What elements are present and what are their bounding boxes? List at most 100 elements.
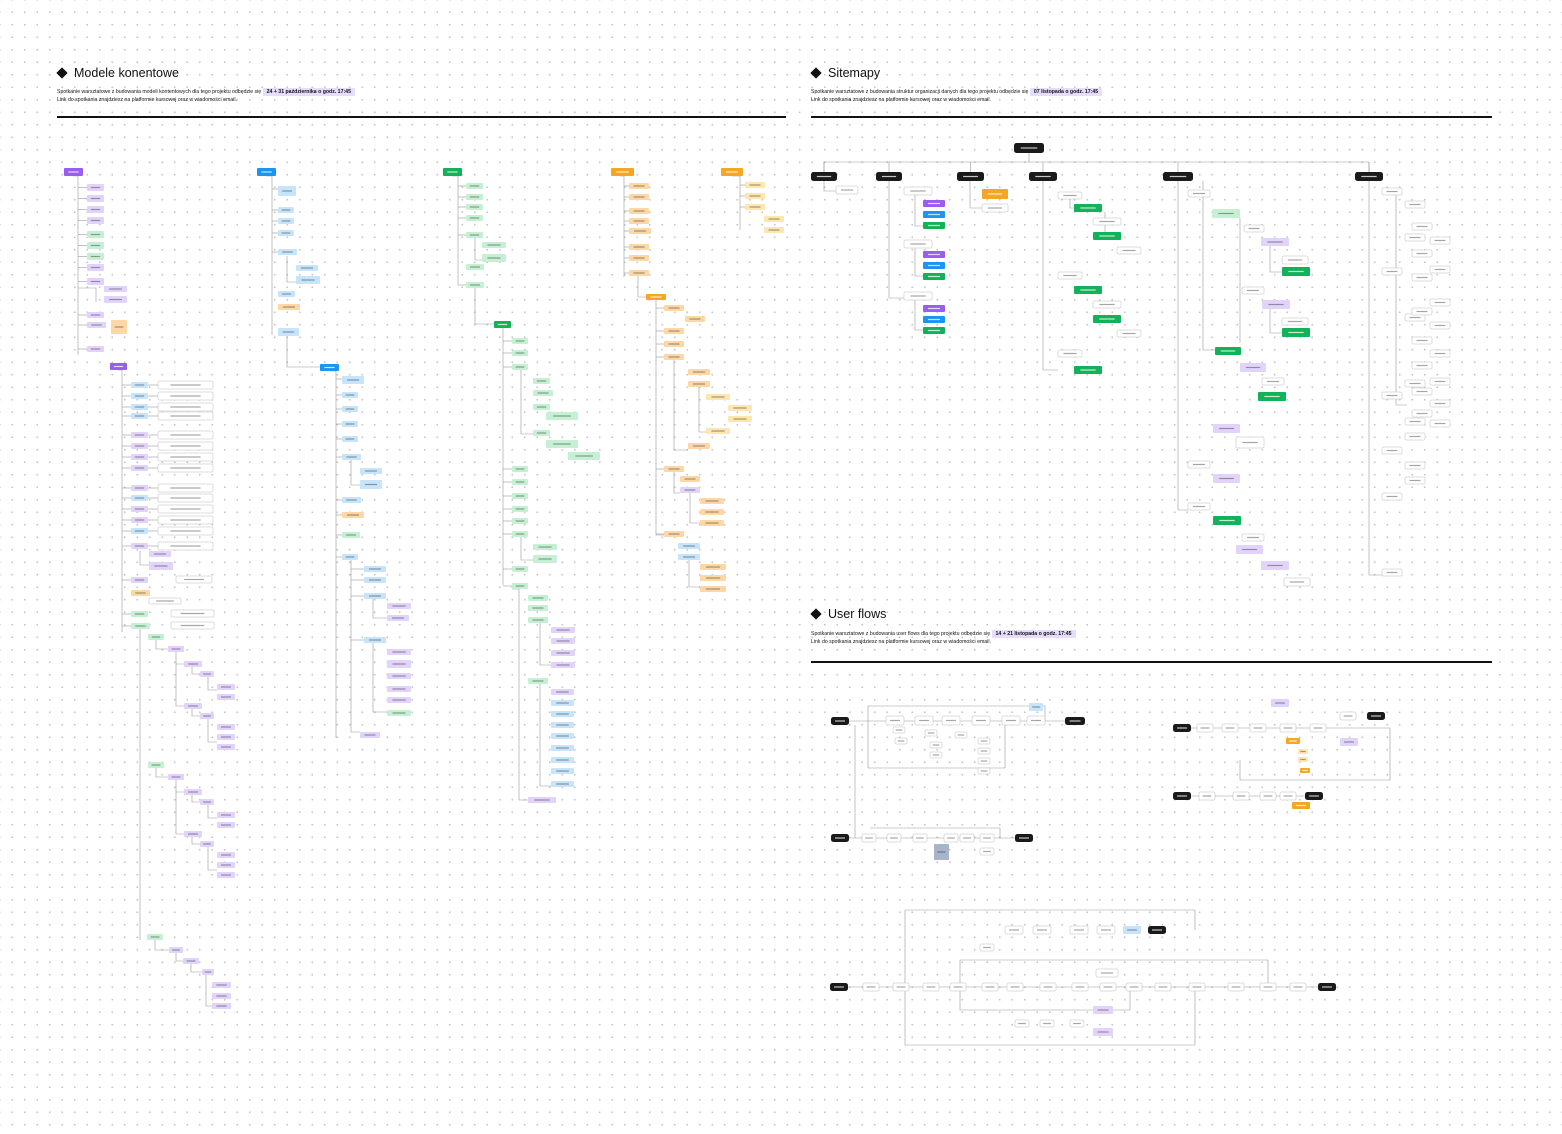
diagram-node[interactable] (131, 432, 148, 438)
diagram-node[interactable] (342, 392, 358, 398)
diagram-node[interactable] (1298, 749, 1308, 754)
diagram-node[interactable] (131, 443, 148, 449)
diagram-node[interactable] (1232, 791, 1250, 801)
diagram-node[interactable] (1039, 982, 1057, 992)
diagram-node[interactable] (664, 354, 684, 360)
diagram-node[interactable] (1411, 249, 1433, 258)
diagram-node[interactable] (924, 729, 938, 737)
diagram-node[interactable] (387, 710, 411, 716)
diagram-node[interactable] (1429, 298, 1451, 307)
diagram-node[interactable] (512, 479, 528, 485)
diagram-node[interactable] (217, 862, 235, 868)
diagram-node[interactable] (1429, 265, 1451, 274)
diagram-node[interactable] (1014, 1019, 1030, 1028)
diagram-node[interactable] (1289, 982, 1307, 992)
diagram-node[interactable] (1213, 424, 1240, 433)
diagram-node[interactable] (1429, 236, 1451, 245)
diagram-node[interactable] (1198, 791, 1216, 801)
diagram-node[interactable] (979, 943, 995, 952)
diagram-node[interactable] (104, 286, 127, 292)
diagram-node[interactable] (977, 747, 991, 755)
diagram-node[interactable] (934, 844, 949, 860)
diagram-node[interactable] (551, 757, 574, 763)
diagram-node[interactable] (745, 204, 765, 210)
diagram-node[interactable] (1196, 723, 1214, 733)
diagram-node[interactable] (131, 404, 148, 410)
diagram-node[interactable] (184, 661, 202, 667)
diagram-node[interactable] (1241, 533, 1265, 542)
diagram-node[interactable] (217, 872, 235, 878)
diagram-node[interactable] (1262, 300, 1290, 309)
diagram-node[interactable] (835, 185, 859, 195)
diagram-node[interactable] (482, 254, 506, 262)
diagram-node[interactable] (1411, 307, 1433, 316)
diagram-node[interactable] (1340, 738, 1358, 746)
diagram-node[interactable] (629, 255, 649, 261)
diagram-node[interactable] (200, 713, 214, 719)
diagram-node[interactable] (1381, 267, 1403, 276)
diagram-node[interactable] (680, 487, 700, 493)
diagram-node[interactable] (892, 726, 906, 734)
diagram-node[interactable] (979, 847, 995, 856)
diagram-node[interactable] (1235, 436, 1265, 449)
field-description[interactable] (157, 411, 214, 421)
diagram-node[interactable] (1259, 791, 1277, 801)
diagram-node[interactable] (1069, 1019, 1085, 1028)
diagram-node[interactable] (278, 207, 294, 213)
diagram-node[interactable] (977, 737, 991, 745)
diagram-node[interactable] (1029, 703, 1043, 711)
diagram-node[interactable] (862, 982, 880, 992)
diagram-node[interactable] (1339, 711, 1357, 721)
diagram-node[interactable] (466, 204, 483, 210)
diagram-node[interactable] (387, 697, 411, 703)
diagram-node[interactable] (200, 799, 214, 805)
diagram-node[interactable] (629, 183, 649, 189)
diagram-node[interactable] (903, 186, 933, 196)
diagram-node[interactable] (1404, 200, 1426, 209)
diagram-node[interactable] (941, 715, 961, 726)
diagram-node[interactable] (1116, 329, 1142, 338)
diagram-node[interactable] (1429, 419, 1451, 428)
field-description[interactable] (157, 526, 214, 536)
diagram-node[interactable] (278, 328, 299, 336)
diagram-node[interactable] (360, 468, 382, 474)
diagram-node[interactable] (296, 276, 320, 284)
diagram-node[interactable] (629, 208, 649, 214)
diagram-node[interactable] (212, 993, 231, 999)
diagram-node[interactable] (528, 617, 548, 623)
diagram-node[interactable] (278, 304, 300, 310)
diagram-node[interactable] (1096, 925, 1116, 935)
diagram-node[interactable] (546, 440, 578, 448)
diagram-node[interactable] (885, 715, 905, 726)
diagram-node[interactable] (131, 590, 150, 596)
diagram-node[interactable] (1411, 273, 1433, 282)
diagram-node[interactable] (342, 436, 358, 442)
diagram-node[interactable] (168, 646, 184, 652)
diagram-node[interactable] (175, 575, 213, 584)
diagram-node[interactable] (387, 615, 409, 621)
field-description[interactable] (157, 463, 214, 473)
diagram-node[interactable] (1249, 723, 1267, 733)
diagram-node[interactable] (387, 603, 411, 609)
diagram-node[interactable] (664, 531, 684, 537)
diagram-node[interactable] (183, 958, 199, 964)
diagram-node[interactable] (512, 583, 528, 589)
diagram-node[interactable] (903, 239, 933, 249)
diagram-node[interactable] (1243, 224, 1265, 233)
diagram-node[interactable] (664, 466, 684, 472)
diagram-node[interactable] (387, 660, 411, 668)
diagram-node[interactable] (629, 218, 649, 224)
diagram-node[interactable] (1411, 222, 1433, 231)
diagram-node[interactable] (551, 662, 575, 668)
field-description[interactable] (157, 380, 214, 390)
diagram-node[interactable] (949, 982, 967, 992)
field-description[interactable] (157, 541, 214, 551)
diagram-node[interactable] (922, 982, 940, 992)
diagram-node[interactable] (1404, 461, 1426, 470)
diagram-node[interactable] (1261, 377, 1285, 386)
diagram-node[interactable] (745, 193, 765, 199)
diagram-node[interactable] (1069, 925, 1089, 935)
diagram-node[interactable] (278, 218, 294, 224)
diagram-node[interactable] (551, 768, 574, 774)
